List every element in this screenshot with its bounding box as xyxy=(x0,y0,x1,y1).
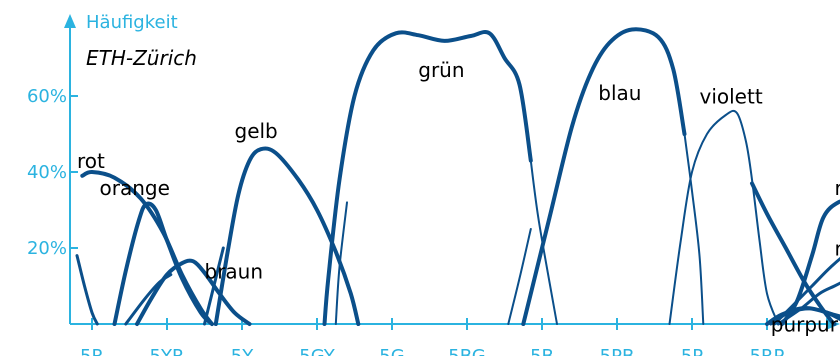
x-tick-label: 5GY xyxy=(299,346,336,356)
series-label: rot xyxy=(835,176,840,200)
series-label: blau xyxy=(598,81,641,105)
chart-title: ETH-Zürich xyxy=(86,46,197,70)
series-label: violett xyxy=(700,85,763,109)
x-tick-label: 5YR xyxy=(150,346,185,356)
x-tick-label: 5Y xyxy=(231,346,254,356)
series-braun-curve xyxy=(135,258,252,326)
x-tick-label: 5B xyxy=(530,346,554,356)
series-braun-curve xyxy=(124,273,173,326)
y-tick-label: 20% xyxy=(27,238,67,259)
series-grün-curve xyxy=(322,29,533,326)
series-rosa-curve xyxy=(776,281,840,326)
series-rot-curve xyxy=(80,169,214,326)
series-label: gelb xyxy=(235,119,278,143)
x-tick-label: 5G xyxy=(379,346,404,356)
series-label: orange xyxy=(100,176,170,200)
curves xyxy=(75,27,840,326)
y-axis-label: Häufigkeit xyxy=(86,12,178,33)
series-blau-curve xyxy=(507,228,532,325)
y-tick-label: 40% xyxy=(27,162,67,183)
series-rot-curve xyxy=(75,254,99,326)
series-label: rosa xyxy=(835,237,840,261)
series-violett-curve xyxy=(668,109,780,325)
series-rosa-curve xyxy=(773,256,840,326)
x-tick-label: 5RP xyxy=(750,346,785,356)
series-blau-curve xyxy=(521,27,687,326)
y-axis-arrow xyxy=(64,14,76,28)
x-tick-label: 5R xyxy=(80,346,104,356)
annotations: rot orange gelb braun grün blau violett rot rosa… xyxy=(77,58,840,337)
x-tick-label: 5PB xyxy=(600,346,635,356)
series-grün-curve xyxy=(334,201,348,325)
x-tick-label: 5BG xyxy=(448,346,485,356)
x-tick-label: 5P xyxy=(681,346,703,356)
series-gelb-curve xyxy=(203,246,225,326)
y-ticks: 20% 40% 60% xyxy=(27,86,78,259)
series-grün-curve xyxy=(529,159,558,325)
series-label: braun xyxy=(205,259,264,283)
series-orange-curve xyxy=(112,201,214,326)
series-violett-curve xyxy=(750,181,837,326)
series-label: rot xyxy=(77,149,105,173)
series-blau-curve xyxy=(683,133,705,325)
series-label: grün xyxy=(418,58,464,82)
y-tick-label: 60% xyxy=(27,86,67,107)
series-label: purpur xyxy=(771,313,839,337)
